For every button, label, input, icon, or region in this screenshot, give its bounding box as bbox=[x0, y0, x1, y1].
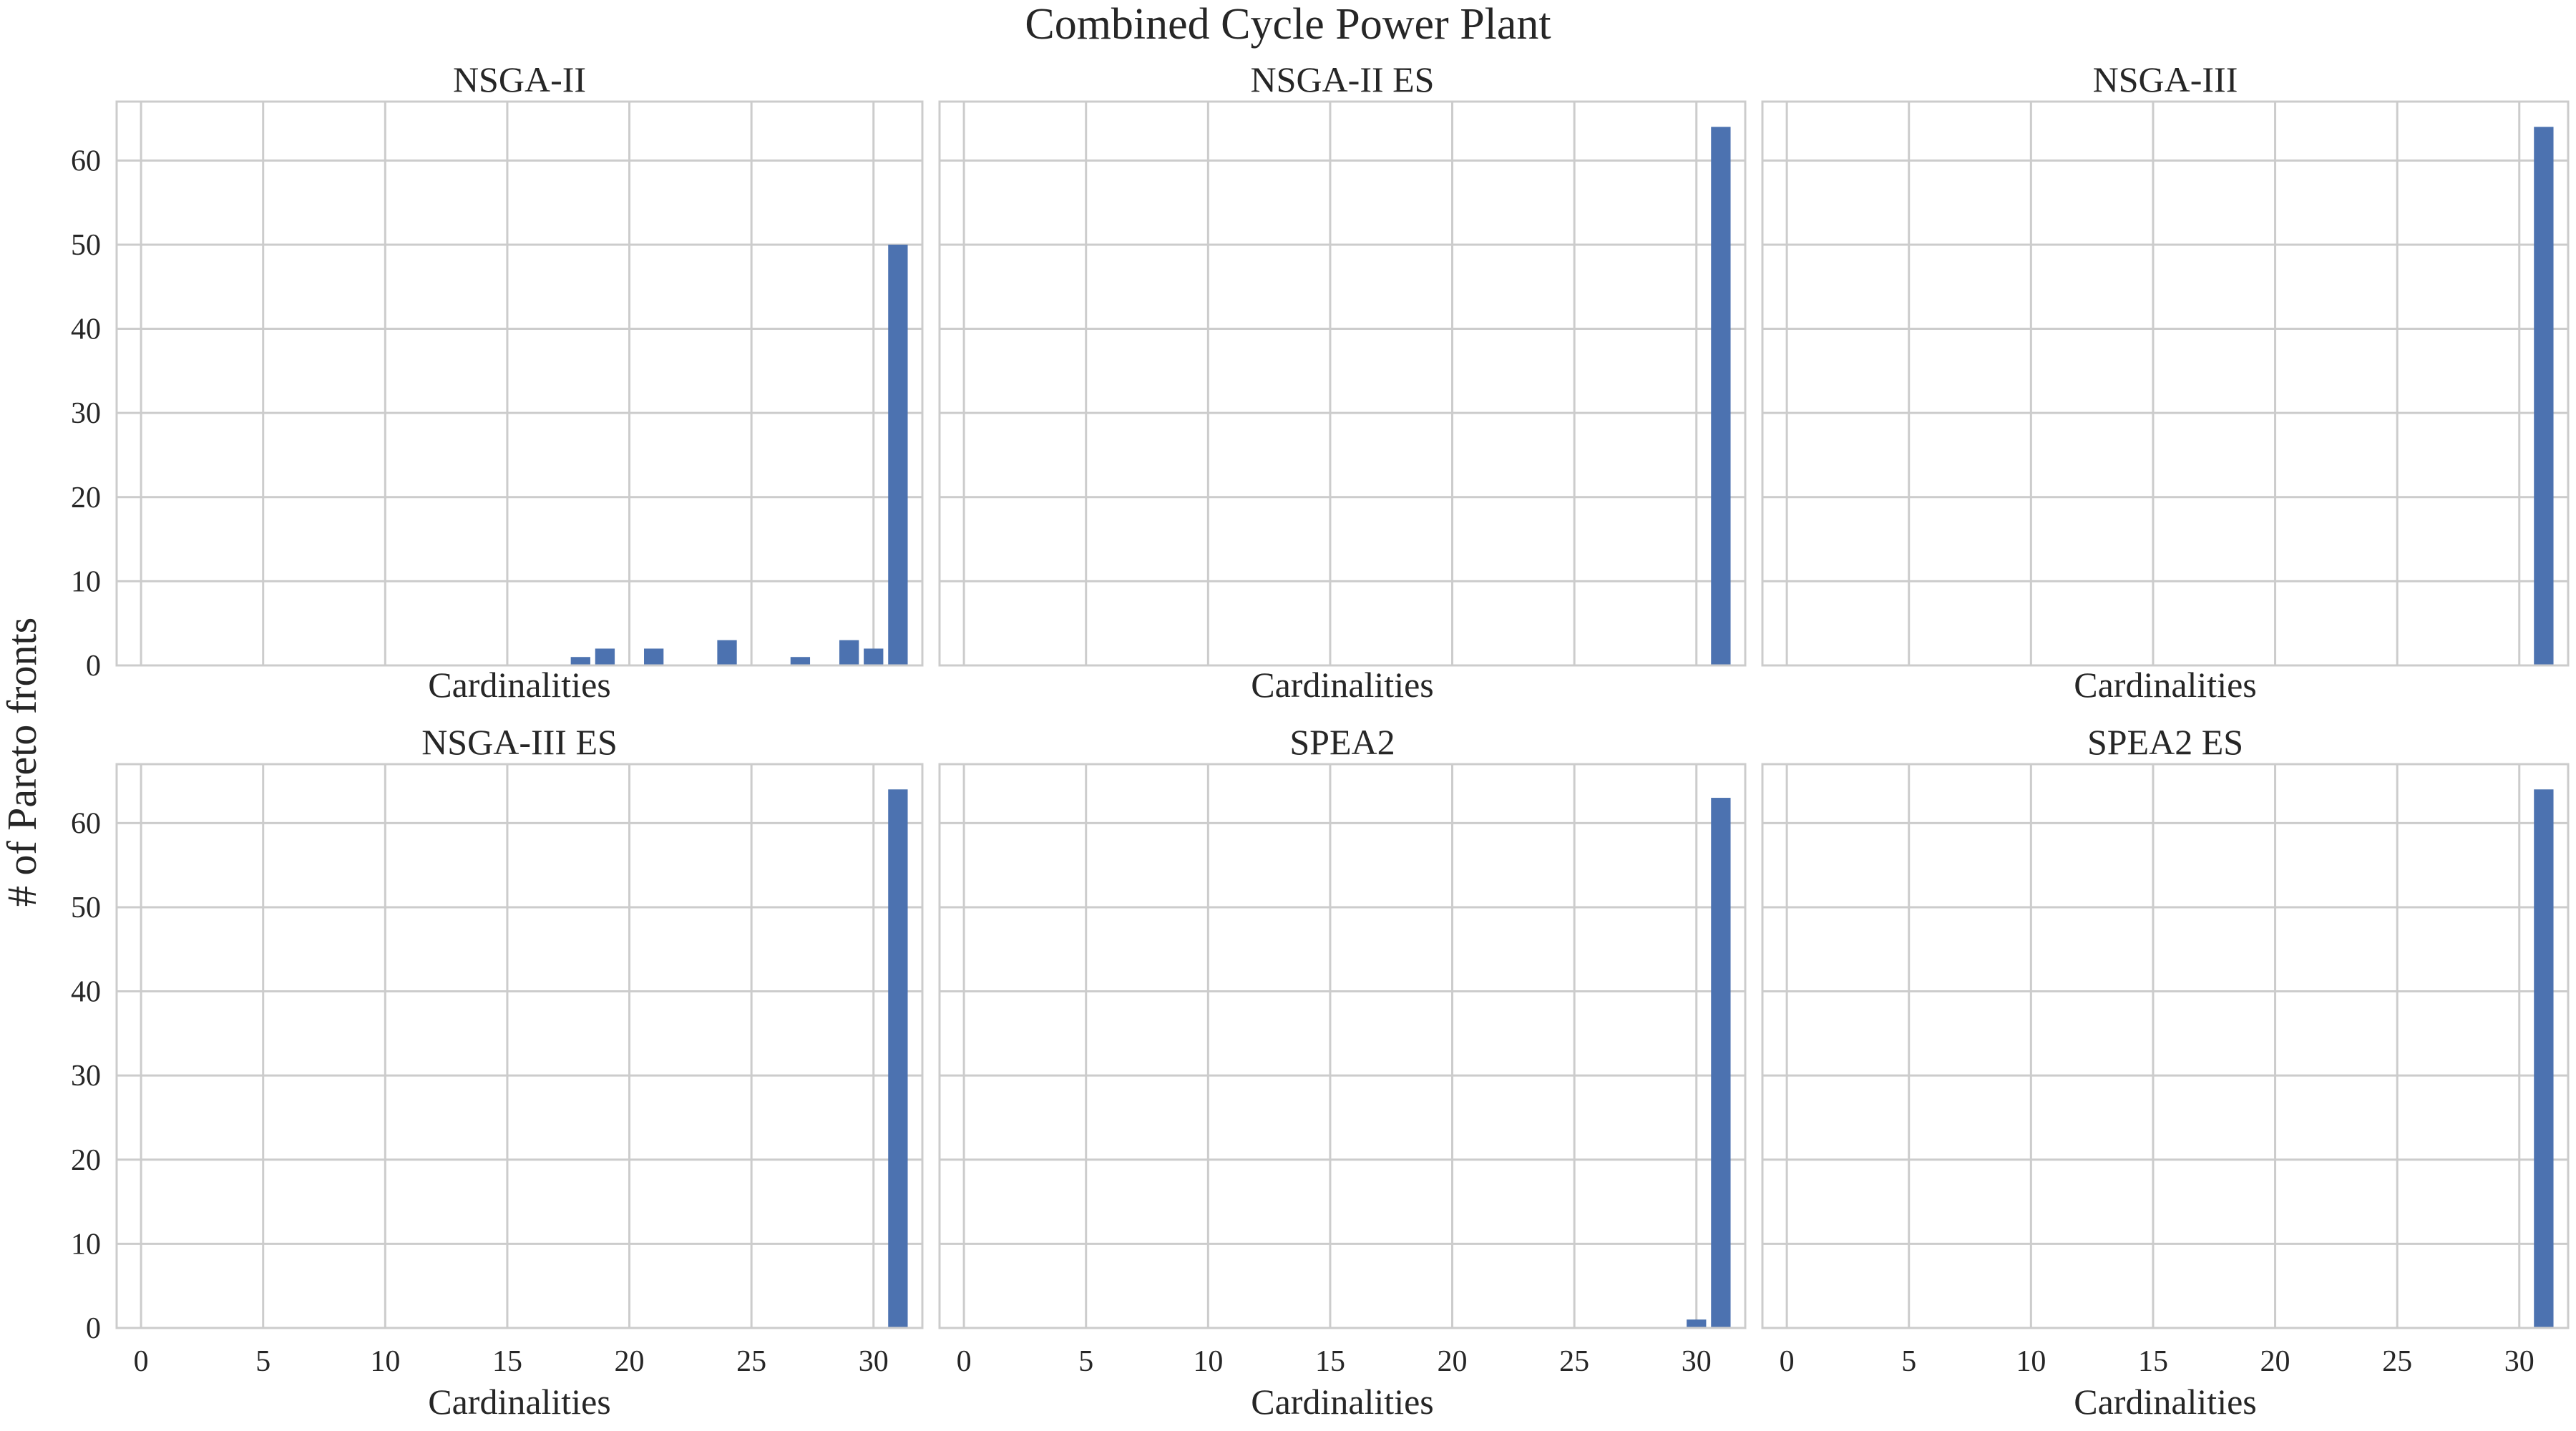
x-tick-label: 25 bbox=[1559, 1345, 1589, 1378]
x-tick-label: 10 bbox=[1193, 1345, 1223, 1378]
subplot-title: SPEA2 ES bbox=[2087, 722, 2243, 762]
y-tick-label: 20 bbox=[71, 1144, 101, 1177]
subplot-2: NSGA-II ES Cardinalities bbox=[938, 59, 1747, 705]
x-axis-label: Cardinalities bbox=[428, 1382, 611, 1422]
subplot-title: NSGA-III bbox=[2093, 59, 2238, 99]
y-tick-label: 0 bbox=[86, 1312, 101, 1345]
bar bbox=[1711, 127, 1731, 666]
bar bbox=[790, 657, 811, 665]
x-tick-label: 10 bbox=[2016, 1345, 2046, 1378]
x-tick-label: 10 bbox=[370, 1345, 400, 1378]
x-tick-label: 25 bbox=[2382, 1345, 2412, 1378]
x-tick-label: 20 bbox=[2260, 1345, 2290, 1378]
y-tick-label: 50 bbox=[71, 892, 101, 924]
y-tick-label: 30 bbox=[71, 397, 101, 430]
x-axis-label: Cardinalities bbox=[1251, 1382, 1434, 1422]
bar bbox=[2534, 789, 2554, 1328]
subplot-5: SPEA2 0 5 10 15 20 25 30 Cardinalities bbox=[938, 722, 1747, 1422]
bar bbox=[839, 640, 859, 665]
subplot-frame bbox=[1761, 100, 2570, 667]
x-tick-label: 0 bbox=[134, 1345, 149, 1378]
x-tick-label: 15 bbox=[492, 1345, 522, 1378]
bar bbox=[644, 648, 664, 665]
subplot-frame bbox=[938, 763, 1747, 1329]
x-tick-label: 0 bbox=[1780, 1345, 1795, 1378]
subplot-title: NSGA-III ES bbox=[421, 722, 618, 762]
y-tick-label: 40 bbox=[71, 976, 101, 1009]
subplot-frame bbox=[938, 100, 1747, 667]
subplot-1: NSGA-II 0 10 20 30 40 50 60 Cardinalities bbox=[71, 59, 924, 705]
x-tick-label: 15 bbox=[2138, 1345, 2168, 1378]
bar bbox=[595, 648, 615, 665]
bar bbox=[1711, 798, 1731, 1328]
bar bbox=[717, 640, 737, 665]
subplot-6: SPEA2 ES 0 5 10 15 20 25 30 Cardinalities bbox=[1761, 722, 2570, 1422]
x-tick-label: 20 bbox=[615, 1345, 645, 1378]
x-axis-label: Cardinalities bbox=[2074, 665, 2257, 705]
x-axis-label: Cardinalities bbox=[1251, 665, 1434, 705]
bar bbox=[1687, 1319, 1707, 1328]
x-tick-label: 30 bbox=[1682, 1345, 1712, 1378]
figure-title: Combined Cycle Power Plant bbox=[1025, 0, 1551, 49]
x-tick-label: 5 bbox=[1078, 1345, 1093, 1378]
bar bbox=[864, 648, 884, 665]
y-tick-label: 0 bbox=[86, 650, 101, 683]
bar bbox=[570, 657, 590, 665]
y-tick-label: 20 bbox=[71, 482, 101, 514]
y-tick-label: 50 bbox=[71, 229, 101, 262]
subplot-frame bbox=[1761, 763, 2570, 1329]
subplot-title: NSGA-II ES bbox=[1251, 59, 1435, 99]
x-tick-label: 15 bbox=[1315, 1345, 1345, 1378]
bar bbox=[2534, 127, 2554, 666]
subplot-frame bbox=[115, 763, 924, 1329]
x-axis-label: Cardinalities bbox=[428, 665, 611, 705]
subplot-grid: NSGA-II0102030405060CardinalitiesNSGA-II… bbox=[71, 59, 2570, 1422]
x-tick-label: 5 bbox=[1901, 1345, 1916, 1378]
subplot-title: SPEA2 bbox=[1289, 722, 1395, 762]
x-tick-label: 5 bbox=[255, 1345, 270, 1378]
y-tick-label: 10 bbox=[71, 565, 101, 598]
subplot-title: NSGA-II bbox=[453, 59, 586, 99]
x-tick-label: 20 bbox=[1438, 1345, 1468, 1378]
x-tick-label: 30 bbox=[859, 1345, 889, 1378]
y-tick-label: 40 bbox=[71, 313, 101, 346]
y-tick-label: 30 bbox=[71, 1060, 101, 1093]
x-tick-label: 0 bbox=[957, 1345, 972, 1378]
x-tick-label: 25 bbox=[736, 1345, 766, 1378]
x-axis-label: Cardinalities bbox=[2074, 1382, 2257, 1422]
y-tick-label: 10 bbox=[71, 1228, 101, 1261]
figure-y-axis-label: # of Pareto fronts bbox=[0, 617, 45, 907]
subplot-4: NSGA-III ES 0 10 20 30 40 50 60 0 5 10 15 20 25 30 Card… bbox=[71, 722, 924, 1422]
y-tick-label: 60 bbox=[71, 807, 101, 840]
subplot-frame bbox=[115, 100, 924, 667]
x-tick-label: 30 bbox=[2504, 1345, 2534, 1378]
bar bbox=[888, 244, 908, 665]
y-tick-label: 60 bbox=[71, 145, 101, 177]
bar bbox=[888, 789, 908, 1328]
subplot-3: NSGA-III Cardinalities bbox=[1761, 59, 2570, 705]
